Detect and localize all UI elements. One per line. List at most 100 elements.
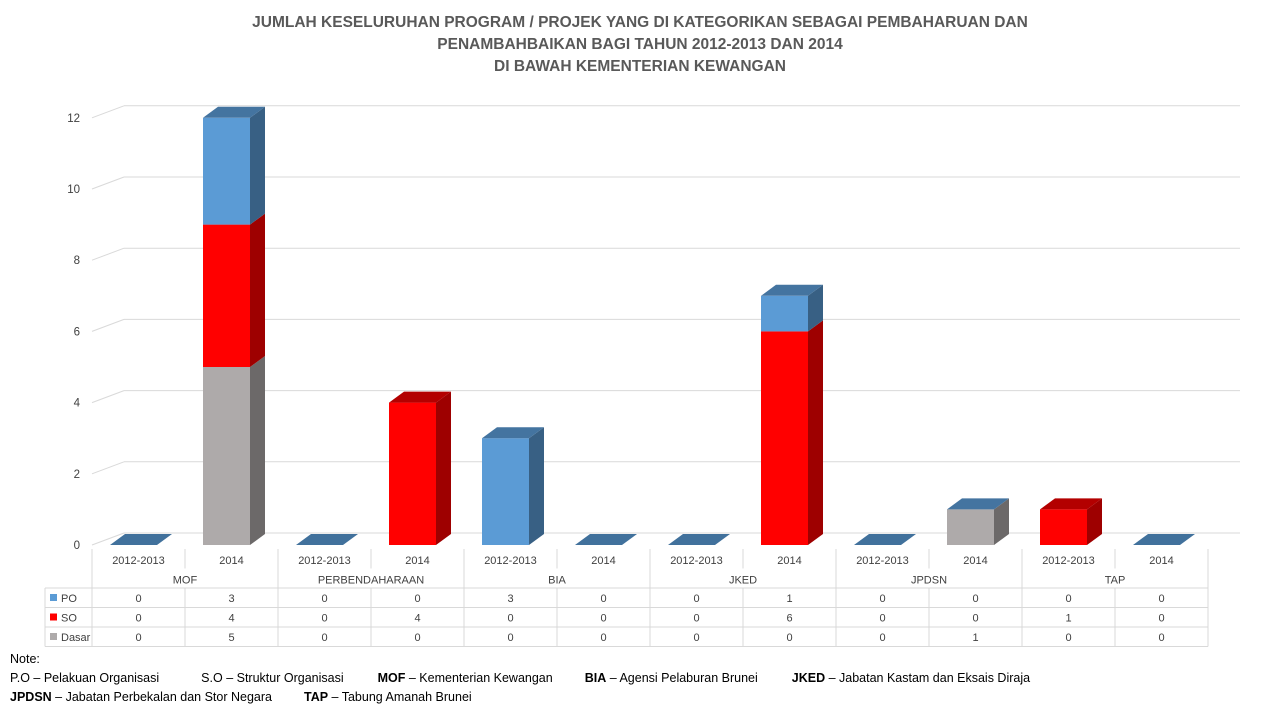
bar-dasar	[947, 509, 994, 545]
note-abbr: P.O	[10, 671, 30, 685]
x-period-label: 2014	[405, 555, 429, 567]
x-period-label: 2012-2013	[484, 555, 537, 567]
note-item: TAP – Tabung Amanah Brunei	[304, 688, 472, 707]
bar-so	[1040, 509, 1087, 545]
table-cell: 6	[786, 613, 792, 625]
note-item: MOF – Kementerian Kewangan	[378, 669, 553, 688]
note-item: JKED – Jabatan Kastam dan Eksais Diraja	[792, 669, 1030, 688]
notes-row-2: JPDSN – Jabatan Perbekalan dan Stor Nega…	[10, 688, 1030, 707]
table-cell: 0	[600, 632, 606, 644]
table-cell: 0	[135, 593, 141, 605]
table-cell: 0	[414, 632, 420, 644]
chart-title-line: JUMLAH KESELURUHAN PROGRAM / PROJEK YANG…	[252, 14, 1028, 31]
bar-top	[854, 534, 916, 545]
legend-key-dasar	[50, 633, 57, 640]
table-cell: 0	[786, 632, 792, 644]
x-period-label: 2014	[219, 555, 243, 567]
bar-top	[110, 534, 172, 545]
x-period-label: 2014	[963, 555, 987, 567]
bar-top	[389, 391, 451, 403]
table-cell: 0	[321, 593, 327, 605]
note-abbr: MOF	[377, 671, 406, 685]
bar-top	[203, 106, 265, 118]
bar-top	[1040, 498, 1102, 510]
bar-top	[575, 534, 637, 545]
table-cell: 0	[135, 632, 141, 644]
table-cell: 0	[135, 613, 141, 625]
table-cell: 0	[321, 613, 327, 625]
gridline-diagonal	[91, 105, 125, 119]
bar-top	[482, 427, 544, 439]
bar-top	[668, 534, 730, 545]
note-abbr: JKED	[791, 671, 826, 685]
bar-top	[1133, 534, 1195, 545]
gridline-diagonal	[91, 176, 125, 190]
table-cell: 0	[879, 632, 885, 644]
legend-key-po	[50, 594, 57, 601]
note-desc: – Kementerian Kewangan	[405, 671, 553, 685]
x-period-label: 2012-2013	[670, 555, 723, 567]
table-cell: 1	[1065, 613, 1071, 625]
y-tick-label: 12	[67, 113, 80, 125]
note-desc: – Agensi Pelaburan Brunei	[606, 671, 758, 685]
table-cell: 0	[600, 593, 606, 605]
bar-top	[296, 534, 358, 545]
x-group-label: TAP	[1105, 575, 1126, 587]
x-group-label: BIA	[548, 575, 566, 587]
note-desc: – Struktur Organisasi	[222, 671, 344, 685]
table-cell: 0	[507, 613, 513, 625]
bar-side-dasar	[250, 356, 265, 545]
bar-side-so	[250, 213, 265, 367]
table-cell: 0	[693, 593, 699, 605]
y-tick-label: 2	[74, 469, 80, 481]
table-cell: 0	[1158, 593, 1164, 605]
y-tick-label: 6	[74, 326, 80, 338]
table-cell: 3	[228, 593, 234, 605]
bar-side-dasar	[994, 498, 1009, 545]
notes-row-1: P.O – Pelakuan Organisasi S.O – Struktur …	[10, 669, 1030, 688]
x-group-label: PERBENDAHARAAN	[318, 575, 424, 587]
x-group-label: JKED	[729, 575, 757, 587]
x-period-label: 2012-2013	[856, 555, 909, 567]
table-cell: 0	[1158, 613, 1164, 625]
note-abbr: TAP	[303, 690, 329, 704]
note-abbr: JPDSN	[10, 690, 52, 704]
bar-po	[203, 117, 250, 225]
note-desc: – Jabatan Kastam dan Eksais Diraja	[825, 671, 1031, 685]
table-cell: 0	[600, 613, 606, 625]
gridline-diagonal	[91, 318, 125, 332]
table-cell: 0	[972, 593, 978, 605]
bar-top	[761, 284, 823, 296]
chart-title-line: DI BAWAH KEMENTERIAN KEWANGAN	[494, 58, 786, 75]
chart-title-line: PENAMBAHBAIKAN BAGI TAHUN 2012-2013 DAN …	[437, 36, 843, 53]
gridline-diagonal	[91, 247, 125, 261]
x-period-label: 2014	[777, 555, 801, 567]
y-tick-label: 4	[74, 398, 81, 410]
table-cell: 3	[507, 593, 513, 605]
table-cell: 0	[507, 632, 513, 644]
note-item: P.O – Pelakuan Organisasi	[10, 669, 159, 688]
table-cell: 0	[879, 593, 885, 605]
table-cell: 0	[693, 632, 699, 644]
table-cell: 4	[228, 613, 234, 625]
table-cell: 0	[1065, 593, 1071, 605]
note-desc: – Tabung Amanah Brunei	[328, 690, 472, 704]
table-cell: 0	[321, 632, 327, 644]
y-tick-label: 8	[74, 255, 80, 267]
note-abbr: BIA	[584, 671, 607, 685]
y-tick-label: 10	[67, 184, 80, 196]
bar-dasar	[203, 367, 250, 545]
x-group-label: MOF	[173, 575, 198, 587]
bar-side-po	[808, 284, 823, 332]
notes: Note: P.O – Pelakuan Organisasi S.O – Str…	[10, 650, 1030, 707]
table-cell: 0	[1158, 632, 1164, 644]
table-cell: 5	[228, 632, 234, 644]
x-period-label: 2014	[1149, 555, 1173, 567]
gridline-diagonal	[91, 461, 125, 475]
note-item: S.O – Struktur Organisasi	[201, 669, 343, 688]
note-abbr: S.O	[201, 671, 223, 685]
table-cell: 0	[972, 613, 978, 625]
legend-key-so	[50, 613, 57, 621]
bar-po	[482, 438, 529, 545]
x-period-label: 2012-2013	[112, 555, 165, 567]
